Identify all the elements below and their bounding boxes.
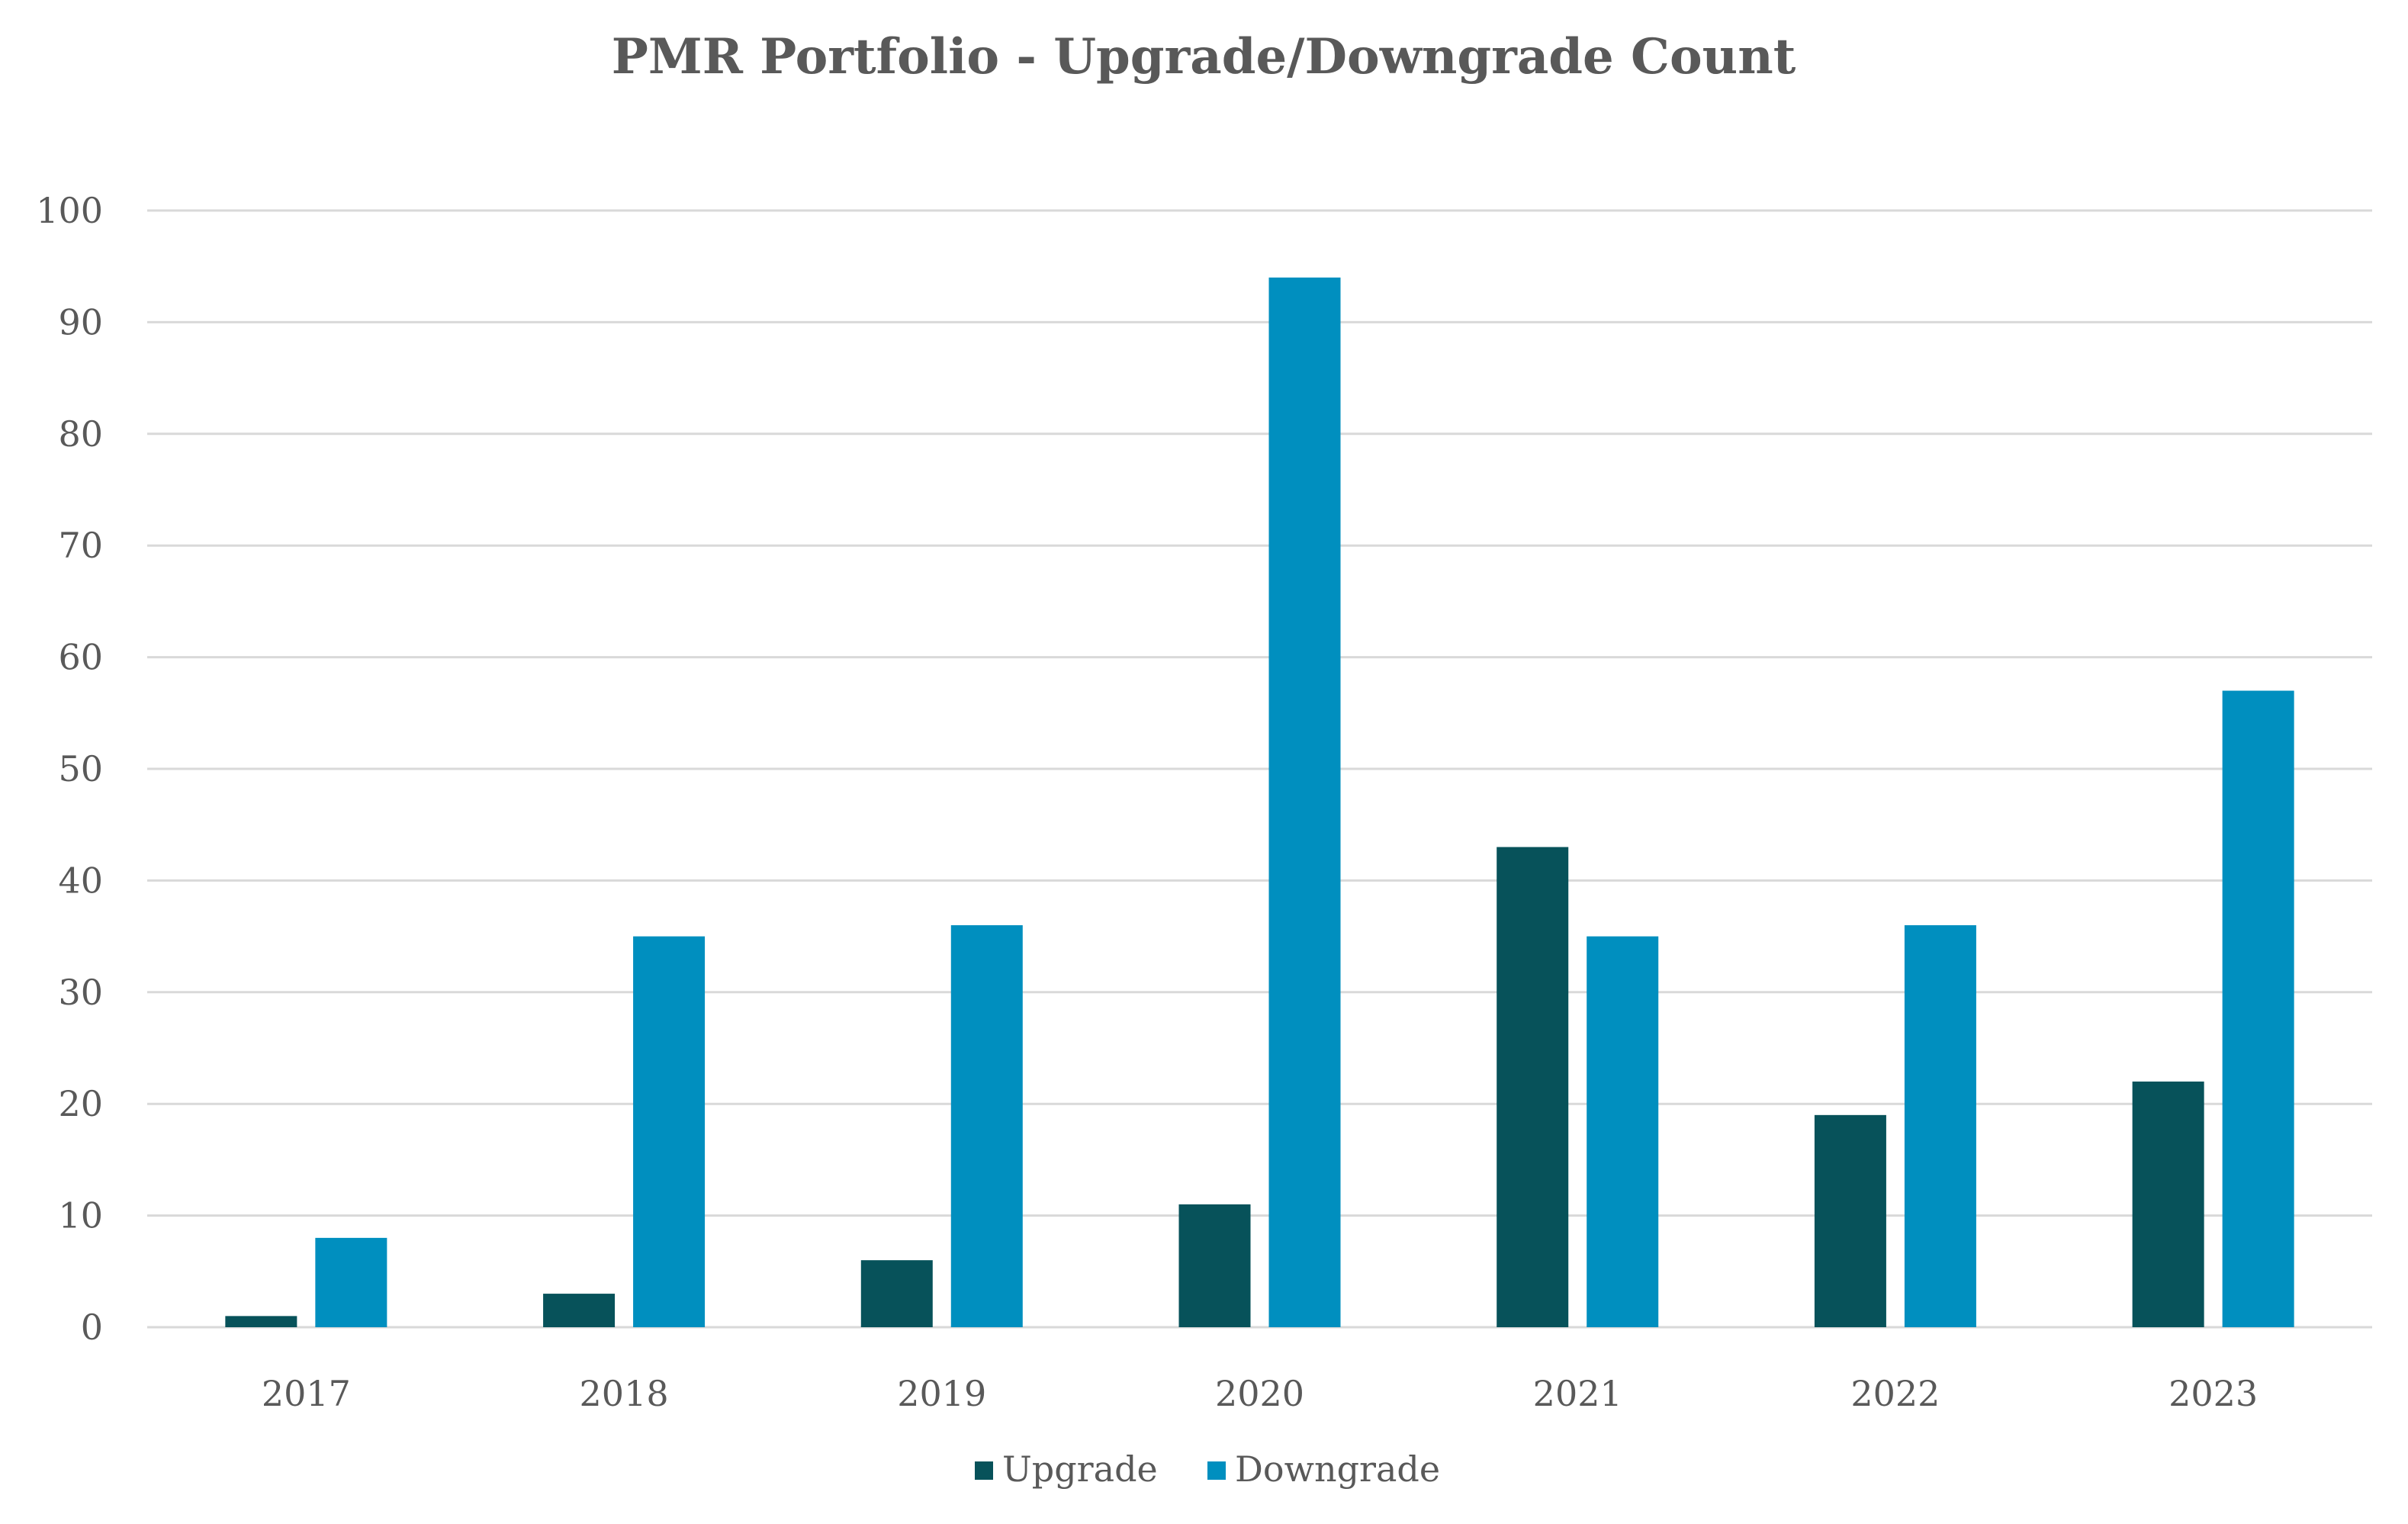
y-tick-label: 0 [81,1307,103,1348]
bar-downgrade-2019 [950,924,1023,1327]
x-tick-label: 2018 [580,1373,669,1414]
y-tick-label: 80 [58,413,103,455]
chart-title: PMR Portfolio - Upgrade/Downgrade Count [612,28,1796,85]
y-tick-label: 30 [58,972,103,1013]
gridlines [147,209,2372,1329]
y-tick-label: 70 [58,525,103,566]
x-tick-label: 2019 [897,1373,986,1414]
legend-swatch-downgrade [1207,1461,1226,1480]
bar-upgrade-2023 [2132,1081,2204,1327]
bar-downgrade-2020 [1268,277,1341,1328]
bar-upgrade-2019 [860,1260,933,1327]
y-tick-label: 10 [58,1195,103,1236]
y-tick-label: 60 [58,637,103,678]
x-tick-label: 2021 [1533,1373,1622,1414]
legend: Upgrade Downgrade [975,1448,1440,1490]
y-tick-label: 90 [58,301,103,342]
bar-downgrade-2021 [1587,936,1659,1327]
bar-downgrade-2017 [315,1237,387,1327]
bars [225,277,2294,1328]
x-tick-label: 2022 [1850,1373,1940,1414]
x-axis-ticks: 2017 2018 2019 2020 2021 2022 2023 [262,1373,2258,1414]
y-tick-label: 20 [58,1083,103,1124]
x-tick-label: 2020 [1215,1373,1304,1414]
bar-upgrade-2018 [543,1294,616,1327]
x-tick-label: 2017 [262,1373,351,1414]
bar-downgrade-2022 [1904,924,1976,1327]
y-tick-label: 50 [58,748,103,789]
y-tick-label: 40 [58,860,103,901]
bar-downgrade-2023 [2222,690,2294,1327]
bar-upgrade-2017 [225,1316,297,1327]
bar-upgrade-2021 [1497,847,1569,1327]
bar-downgrade-2018 [633,936,706,1327]
x-tick-label: 2023 [2168,1373,2258,1414]
legend-swatch-upgrade [975,1461,993,1480]
bar-upgrade-2020 [1178,1204,1251,1327]
bar-upgrade-2022 [1814,1114,1886,1327]
legend-label-upgrade: Upgrade [1002,1448,1158,1490]
y-axis-ticks: 0 10 20 30 40 50 60 70 80 90 100 [36,190,103,1348]
y-tick-label: 100 [36,190,103,231]
legend-label-downgrade: Downgrade [1235,1448,1440,1490]
